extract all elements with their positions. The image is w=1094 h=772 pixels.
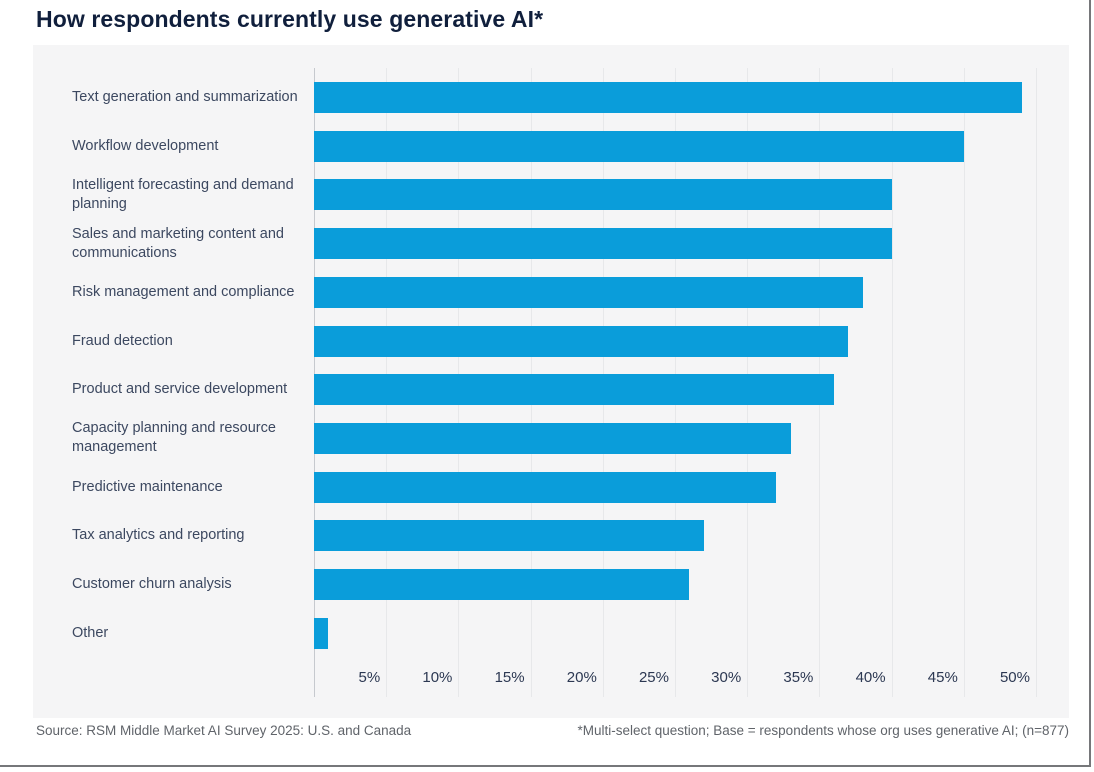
category-label: Predictive maintenance (72, 478, 223, 495)
category-label: Customer churn analysis (72, 576, 232, 592)
footer: Source: RSM Middle Market AI Survey 2025… (36, 723, 1069, 738)
bar-3 (314, 179, 892, 211)
bar-5 (314, 276, 863, 308)
source-text: Source: RSM Middle Market AI Survey 2025… (36, 723, 412, 738)
bar-11 (314, 569, 690, 600)
category-label: Fraud detection (72, 332, 173, 349)
footnote-text: *Multi-select question; Base = responden… (577, 723, 1069, 738)
bar-7 (314, 374, 834, 406)
bar-2 (314, 130, 964, 162)
x-tick-label: 5% (358, 669, 381, 686)
x-tick-label: 30% (711, 669, 742, 686)
category-label: Workflow development (72, 137, 219, 154)
bar-1 (314, 82, 1022, 113)
x-tick-label: 50% (999, 669, 1030, 686)
bar-9 (314, 471, 777, 503)
bar-8 (314, 422, 791, 454)
category-label: Other (72, 624, 109, 641)
category-label: Sales and marketing content and communic… (72, 225, 284, 261)
category-label: Product and service development (72, 381, 288, 398)
x-tick-label: 10% (422, 669, 453, 686)
page-border-right (1089, 0, 1091, 767)
category-label: Text generation and summarization (72, 89, 298, 105)
page-border-bottom (0, 765, 1091, 767)
x-tick-label: 35% (783, 669, 814, 686)
gridline (963, 68, 965, 697)
gridline (1036, 68, 1037, 697)
category-label: Risk management and compliance (72, 283, 295, 300)
category-label: Capacity planning and resource managemen… (72, 420, 276, 456)
bar-10 (314, 520, 704, 552)
x-tick-label: 20% (566, 669, 597, 686)
x-tick-label: 25% (638, 669, 669, 686)
chart-title: How respondents currently use generative… (36, 6, 544, 32)
x-tick-label: 40% (855, 669, 886, 686)
x-tick-label: 45% (927, 669, 958, 686)
bar-12 (314, 617, 329, 649)
bar-6 (314, 325, 849, 357)
gridline (891, 68, 893, 697)
x-tick-label: 15% (494, 669, 525, 686)
bar-4 (314, 228, 892, 260)
category-label: Tax analytics and reporting (72, 527, 245, 544)
chart-panel: Text generation and summarization Workflo… (33, 45, 1069, 718)
category-label: Intelligent forecasting and demand plann… (72, 176, 294, 212)
